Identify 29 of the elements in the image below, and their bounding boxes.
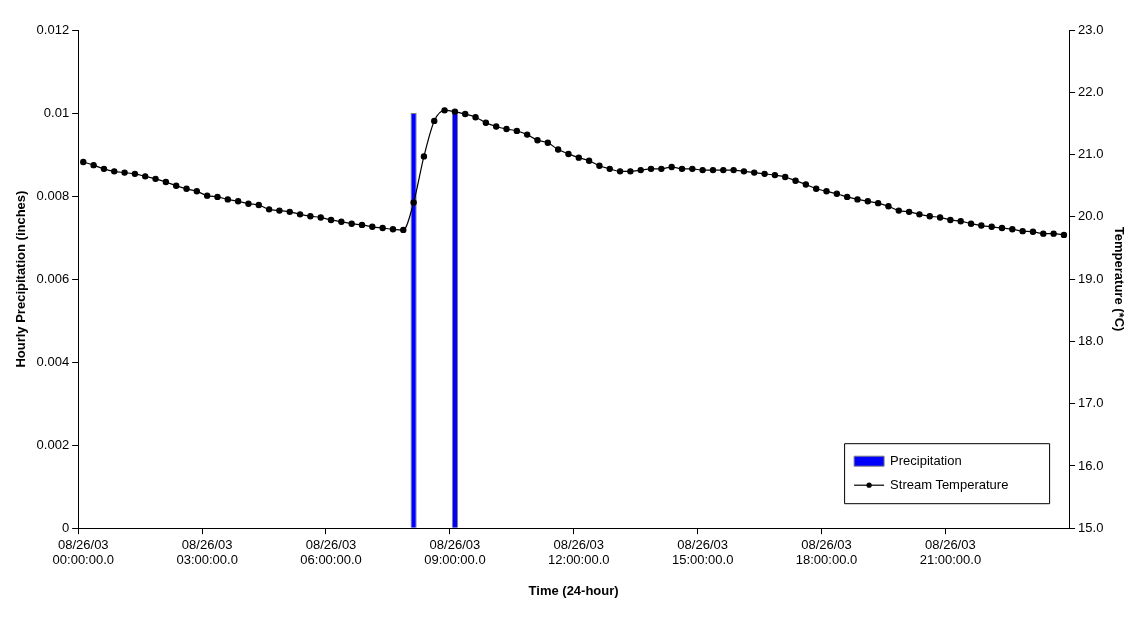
y-tick-label: 0.006 [36, 270, 70, 286]
y2-axis-title: Temperature (*C) [1111, 226, 1127, 332]
y-tick-label: 0.008 [36, 187, 70, 203]
x-tick-label: 08/26/03 03:00:00.0 [176, 536, 238, 568]
y2-tick-label: 20.0 [1078, 208, 1104, 224]
x-tick-label: 08/26/03 00:00:00.0 [52, 536, 115, 568]
y2-tick-label: 23.0 [1078, 21, 1104, 37]
y-axis-title: Hourly Precipitation (inches) [13, 190, 29, 368]
y2-tick-label: 15.0 [1078, 519, 1104, 535]
legend-label: Stream Temperature [890, 476, 1009, 492]
x-tick-label: 08/26/03 18:00:00.0 [795, 536, 858, 568]
x-tick-label: 08/26/03 06:00:00.0 [300, 536, 362, 568]
x-axis-title: Time (24-hour) [528, 582, 619, 598]
y-tick-label: 0.01 [43, 104, 70, 120]
x-tick-label: 08/26/03 21:00:00.0 [919, 536, 982, 568]
x-tick-label: 08/26/03 09:00:00.0 [424, 536, 486, 568]
y2-tick-label: 18.0 [1078, 332, 1104, 348]
y-tick-label: 0.012 [36, 21, 70, 37]
x-tick-label: 08/26/03 15:00:00.0 [671, 536, 734, 568]
x-tick-label: 08/26/03 12:00:00.0 [548, 536, 610, 568]
y-tick-label: 0.002 [36, 436, 70, 452]
y2-tick-label: 22.0 [1078, 83, 1104, 99]
y-tick-label: 0 [61, 519, 70, 535]
y2-tick-label: 19.0 [1078, 270, 1104, 286]
y2-tick-label: 17.0 [1078, 395, 1104, 411]
legend-label: Precipitation [890, 452, 962, 468]
y-tick-label: 0.004 [36, 353, 70, 369]
y2-tick-label: 16.0 [1078, 457, 1104, 473]
y2-tick-label: 21.0 [1078, 146, 1104, 162]
